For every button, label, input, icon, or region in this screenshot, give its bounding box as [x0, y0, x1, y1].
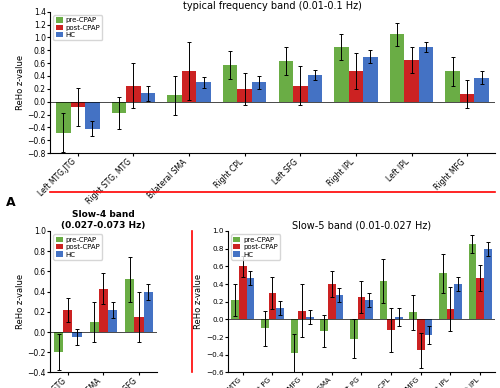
Bar: [468, 244, 476, 319]
Bar: [336, 294, 344, 319]
Bar: [363, 57, 378, 102]
Bar: [108, 310, 118, 332]
Bar: [168, 95, 182, 102]
Bar: [278, 61, 293, 102]
Y-axis label: ReHo z-value: ReHo z-value: [194, 274, 203, 329]
Bar: [358, 297, 366, 319]
Bar: [474, 78, 489, 102]
Bar: [320, 319, 328, 331]
Bar: [276, 308, 284, 319]
Bar: [125, 279, 134, 332]
Bar: [144, 292, 153, 332]
Title: Slow-5 band (0.01-0.027 Hz): Slow-5 band (0.01-0.027 Hz): [292, 220, 431, 230]
Bar: [419, 47, 434, 102]
Bar: [70, 102, 85, 107]
Bar: [395, 317, 402, 319]
Bar: [54, 332, 63, 352]
Bar: [484, 249, 492, 319]
Bar: [72, 332, 82, 337]
Bar: [290, 319, 298, 353]
Bar: [56, 102, 70, 133]
Bar: [380, 281, 388, 319]
Bar: [439, 274, 446, 319]
Bar: [293, 86, 308, 102]
Title: Slow-4 band
(0.027-0.073 Hz): Slow-4 band (0.027-0.073 Hz): [61, 210, 146, 230]
Text: A: A: [6, 196, 15, 209]
Bar: [424, 319, 432, 335]
Y-axis label: ReHo z-value: ReHo z-value: [16, 55, 24, 110]
Y-axis label: ReHo z-value: ReHo z-value: [16, 274, 24, 329]
Bar: [196, 82, 211, 102]
Legend: pre-CPAP, post-CPAP, HC: pre-CPAP, post-CPAP, HC: [232, 234, 280, 260]
Bar: [99, 289, 108, 332]
Bar: [348, 71, 363, 102]
Bar: [140, 94, 155, 102]
Bar: [334, 47, 348, 102]
Bar: [231, 300, 239, 319]
Bar: [390, 34, 404, 102]
Bar: [268, 293, 276, 319]
Bar: [476, 278, 484, 319]
Bar: [261, 319, 268, 328]
Bar: [63, 310, 72, 332]
Bar: [182, 71, 196, 102]
Bar: [308, 74, 322, 102]
Bar: [112, 102, 126, 113]
Bar: [460, 94, 474, 102]
Bar: [246, 278, 254, 319]
Legend: pre-CPAP, post-CPAP, HC: pre-CPAP, post-CPAP, HC: [54, 234, 102, 260]
Bar: [366, 300, 373, 319]
Legend: pre-CPAP, post-CPAP, HC: pre-CPAP, post-CPAP, HC: [54, 15, 102, 40]
Title: typical frequency band (0.01-0.1 Hz): typical frequency band (0.01-0.1 Hz): [183, 1, 362, 11]
Bar: [306, 317, 314, 319]
Bar: [134, 317, 143, 332]
Bar: [90, 322, 99, 332]
Bar: [239, 266, 246, 319]
Bar: [446, 71, 460, 102]
Bar: [298, 310, 306, 319]
Bar: [417, 319, 424, 350]
Bar: [409, 312, 417, 319]
Bar: [454, 284, 462, 319]
Bar: [404, 60, 419, 102]
Bar: [252, 82, 266, 102]
Bar: [328, 284, 336, 319]
Bar: [85, 102, 100, 129]
Bar: [126, 86, 140, 102]
Bar: [223, 65, 238, 102]
Bar: [388, 319, 395, 330]
Bar: [446, 309, 454, 319]
Bar: [350, 319, 358, 339]
Bar: [238, 89, 252, 102]
